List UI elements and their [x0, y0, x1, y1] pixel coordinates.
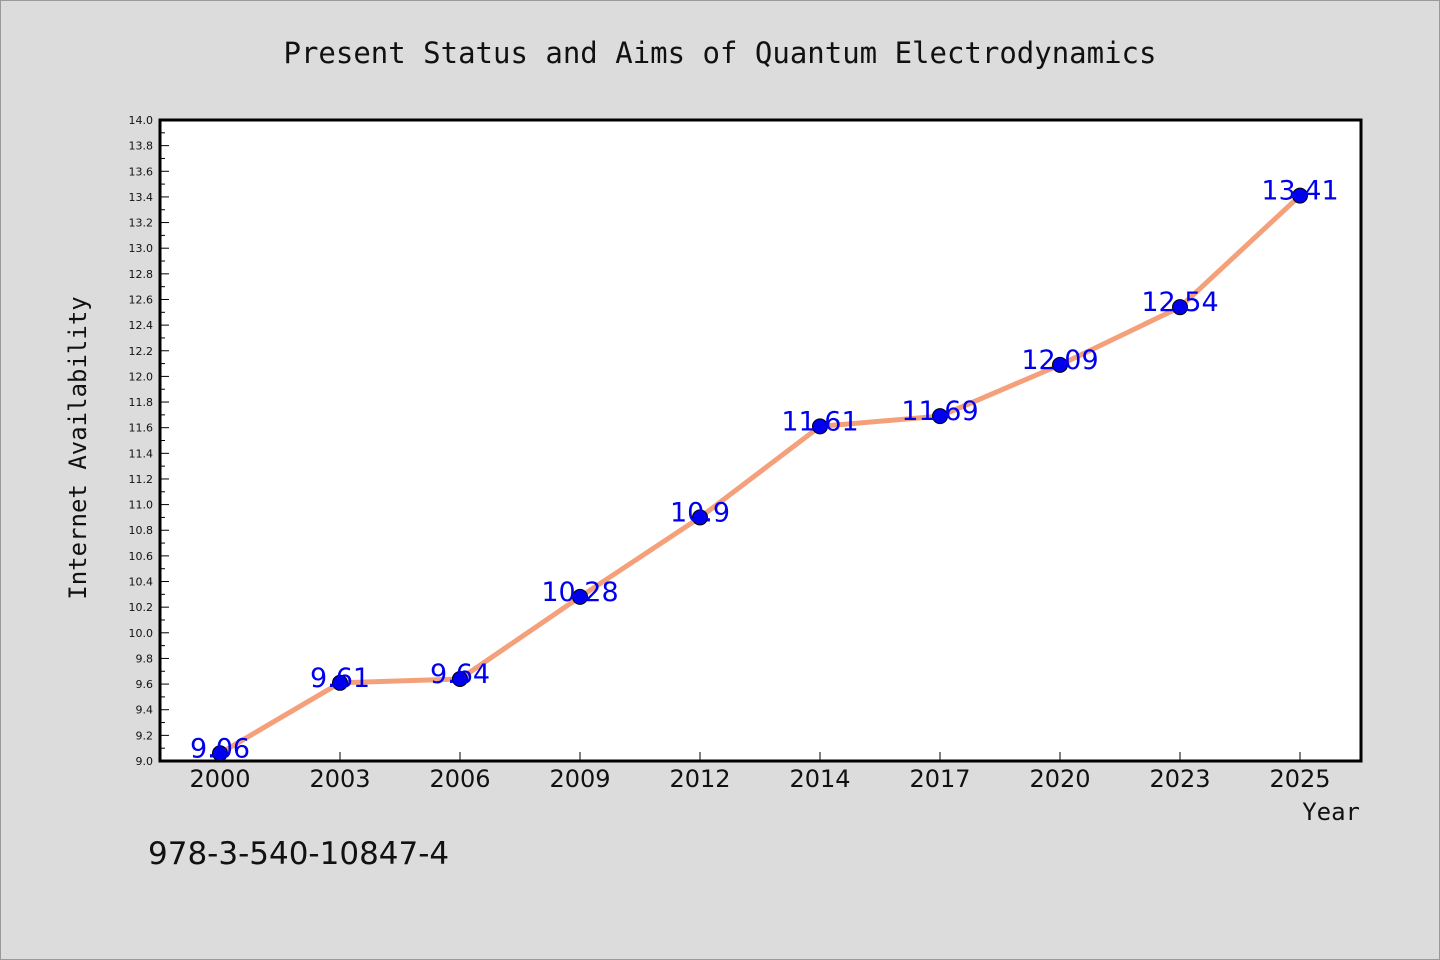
data-point	[692, 509, 708, 526]
y-tick-label: 11.0	[129, 499, 154, 512]
series-line-group	[217, 193, 1303, 756]
x-tick-label: 2025	[1269, 765, 1330, 793]
data-point	[332, 674, 348, 691]
y-tick-label: 10.2	[129, 601, 154, 614]
y-tick-label: 13.8	[129, 140, 154, 153]
plot-area	[158, 118, 1363, 763]
data-label: 11.69	[901, 396, 978, 427]
data-label: 12.54	[1141, 287, 1218, 318]
x-tick-label: 2009	[549, 765, 610, 793]
y-axis-ticks: 9.0 9.2 9.4 9.6 9.8 10.0 10.2 10.4 10.6 10.8 11.0 1…	[129, 114, 169, 768]
data-point	[452, 670, 468, 687]
y-tick-label: 10.6	[129, 550, 154, 563]
y-tick-label: 13.0	[129, 242, 154, 255]
y-tick-label: 9.2	[136, 729, 154, 742]
y-tick-label: 12.2	[129, 345, 154, 358]
y-tick-label: 13.6	[129, 165, 154, 178]
x-tick-label: 2017	[909, 765, 970, 793]
y-tick-label: 9.8	[136, 652, 154, 665]
data-label: 10.9	[670, 497, 730, 528]
y-tick-label: 10.4	[129, 576, 154, 589]
y-tick-label: 14.0	[129, 114, 154, 127]
data-point	[932, 408, 948, 425]
y-tick-label: 11.6	[129, 422, 154, 435]
y-tick-label: 12.0	[129, 370, 154, 383]
data-label: 12.09	[1021, 345, 1098, 376]
y-tick-label: 9.6	[136, 678, 154, 691]
x-tick-label: 2012	[669, 765, 730, 793]
data-point	[212, 745, 228, 762]
y-tick-label: 11.2	[129, 473, 154, 486]
y-tick-label: 10.0	[129, 627, 154, 640]
y-axis-title: Internet Availability	[64, 296, 92, 599]
y-tick-label: 10.8	[129, 524, 154, 537]
y-tick-label: 13.2	[129, 217, 154, 230]
x-tick-label: 2003	[309, 765, 370, 793]
data-label: 9.64	[430, 659, 490, 690]
x-tick-label: 2000	[189, 765, 250, 793]
data-label: 9.06	[190, 733, 250, 764]
isbn-label: 978-3-540-10847-4	[148, 836, 449, 872]
y-tick-label: 12.8	[129, 268, 154, 281]
data-labels-group: 9.06 9.61 9.64 10.28 10.9 11.61 11.69 12.09 12.5…	[190, 176, 1339, 765]
data-points-group	[212, 187, 1308, 762]
data-label: 9.61	[310, 663, 370, 694]
y-tick-label: 11.8	[129, 396, 154, 409]
x-tick-label: 2006	[429, 765, 490, 793]
data-label: 13.41	[1261, 176, 1338, 207]
y-tick-label: 9.4	[136, 704, 154, 717]
data-point	[572, 588, 588, 605]
x-axis-ticks: 2000 2003 2006 2009 2012 2014 2017 2020 2023 2025	[189, 752, 1331, 793]
x-tick-label: 2020	[1029, 765, 1090, 793]
chart-title: Present Status and Aims of Quantum Elect…	[284, 36, 1157, 70]
y-tick-label: 9.0	[136, 755, 154, 768]
series-line	[217, 193, 1303, 756]
data-label: 11.61	[781, 406, 858, 437]
y-tick-label: 11.4	[129, 447, 154, 460]
x-axis-title: Year	[1302, 798, 1360, 826]
y-tick-label: 12.6	[129, 293, 154, 306]
data-point	[1172, 299, 1188, 316]
data-point	[1292, 187, 1308, 204]
data-point	[1052, 356, 1068, 373]
x-tick-label: 2023	[1149, 765, 1210, 793]
data-label: 10.28	[541, 577, 618, 608]
y-tick-label: 13.4	[129, 191, 154, 204]
x-tick-label: 2014	[789, 765, 850, 793]
y-tick-label: 12.4	[129, 319, 154, 332]
data-point	[812, 418, 828, 435]
